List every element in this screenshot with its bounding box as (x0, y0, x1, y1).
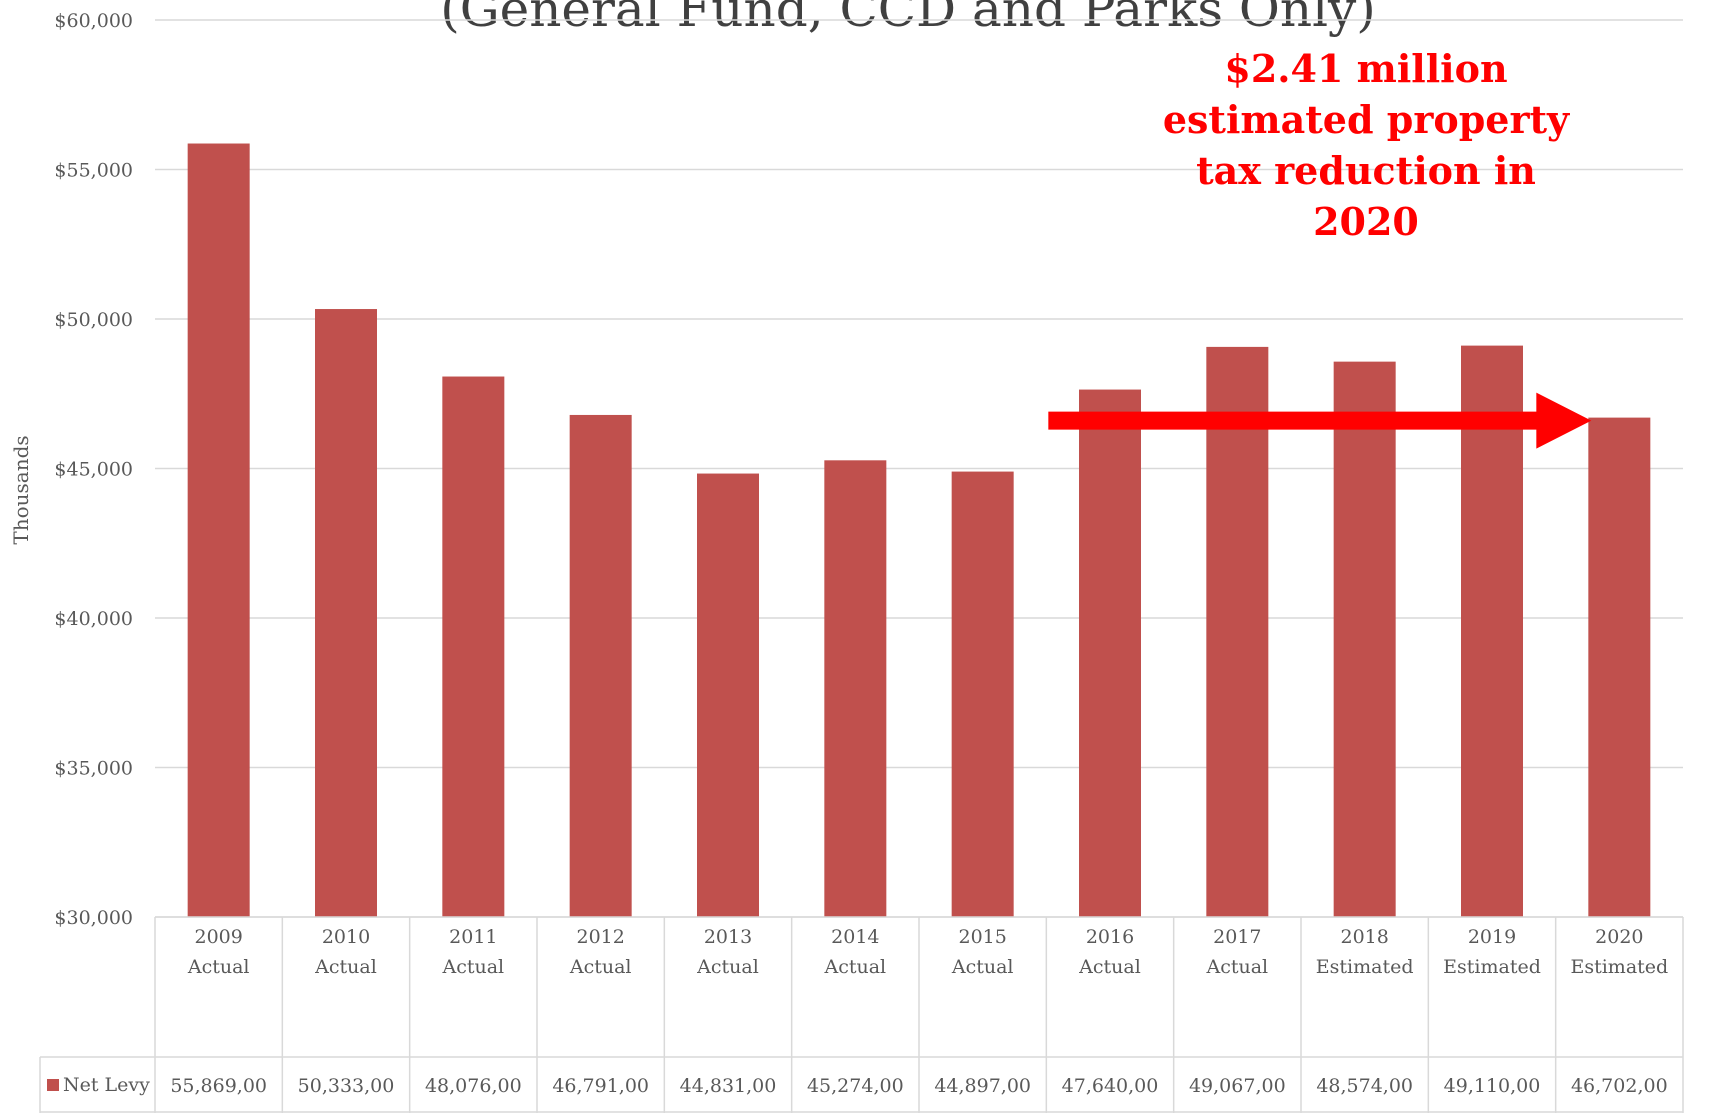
data-table-cell: 48,574,00 (1316, 1075, 1413, 1097)
annotation-line: estimated property (1163, 97, 1570, 142)
y-tick-label: $60,000 (54, 10, 133, 32)
bar (569, 414, 632, 917)
x-tick-label: 2017 (1213, 926, 1261, 948)
bar (442, 376, 505, 917)
bar (1588, 417, 1651, 917)
bar (1079, 389, 1141, 918)
bar (315, 309, 377, 917)
bar (951, 471, 1014, 917)
x-tick-label: 2014 (831, 926, 879, 948)
data-table-cell: 44,897,00 (934, 1075, 1031, 1097)
x-tick-label: Actual (314, 956, 377, 978)
annotation-line: tax reduction in (1196, 148, 1536, 193)
x-tick-label: Actual (696, 956, 759, 978)
bar (824, 460, 887, 917)
x-tick-label: Actual (1206, 956, 1269, 978)
x-tick-label: 2009 (194, 926, 242, 948)
data-table-cell: 55,869,00 (170, 1075, 267, 1097)
annotation-line: $2.41 million (1224, 46, 1507, 91)
chart-title: (General Fund, CCD and Parks Only) (440, 0, 1376, 38)
data-table-cell: 47,640,00 (1062, 1075, 1159, 1097)
bar (1206, 346, 1269, 917)
y-tick-label: $50,000 (54, 309, 133, 331)
bars (187, 143, 1651, 918)
data-table-cell: 49,067,00 (1189, 1075, 1286, 1097)
bar (1461, 345, 1523, 918)
y-tick-label: $40,000 (54, 608, 133, 630)
x-tick-label: Actual (824, 956, 887, 978)
legend-swatch (47, 1079, 59, 1091)
chart-title-group: (General Fund, CCD and Parks Only) (440, 0, 1376, 38)
x-tick-label: 2015 (958, 926, 1006, 948)
data-table-cell: 49,110,00 (1444, 1075, 1541, 1097)
data-table-cell: 45,274,00 (807, 1075, 904, 1097)
data-table-cell: 50,333,00 (298, 1075, 395, 1097)
x-tick-label: Estimated (1570, 956, 1668, 978)
arrow-icon (1048, 392, 1592, 449)
x-tick-label: Actual (442, 956, 505, 978)
annotation-line: 2020 (1313, 199, 1419, 244)
x-tick-label: 2010 (322, 926, 370, 948)
y-tick-label: $30,000 (54, 907, 133, 929)
data-table-cell: 44,831,00 (680, 1075, 777, 1097)
x-tick-label: 2013 (704, 926, 752, 948)
x-tick-label: 2018 (1340, 926, 1388, 948)
legend-label: Net Levy (63, 1074, 150, 1096)
annotation: $2.41 million estimated property tax reduc… (1048, 46, 1592, 449)
data-table: 2009 Actual 2010 Actual 2011 Actual 2012 Actual… (39, 916, 1684, 1113)
y-tick-label: $45,000 (54, 459, 133, 481)
y-tick-label: $55,000 (54, 160, 133, 182)
x-tick-label: Actual (951, 956, 1014, 978)
y-tick-label: $35,000 (54, 758, 133, 780)
x-tick-label: Actual (569, 956, 632, 978)
x-tick-label: 2019 (1468, 926, 1516, 948)
x-tick-label: Estimated (1443, 956, 1541, 978)
x-tick-label: 2020 (1595, 926, 1643, 948)
bar (1333, 361, 1396, 917)
x-tick-label: 2016 (1086, 926, 1134, 948)
x-tick-label: 2012 (576, 926, 624, 948)
annotation-text: $2.41 million estimated property tax reduc… (1163, 46, 1570, 244)
x-tick-label: Estimated (1316, 956, 1414, 978)
x-tick-label: Actual (187, 956, 250, 978)
bar (187, 143, 250, 917)
y-axis: $30,000 $35,000 $40,000 $45,000 $50,000 $55,0… (54, 10, 133, 929)
x-tick-label: 2011 (449, 926, 497, 948)
bar (697, 473, 759, 917)
data-table-cell: 46,702,00 (1571, 1075, 1668, 1097)
data-table-cell: 48,076,00 (425, 1075, 522, 1097)
data-table-cell: 46,791,00 (552, 1075, 649, 1097)
x-tick-label: Actual (1078, 956, 1141, 978)
annotation-arrow (1048, 392, 1592, 449)
y-axis-title: Thousands (9, 435, 33, 544)
gridlines (155, 19, 1683, 918)
